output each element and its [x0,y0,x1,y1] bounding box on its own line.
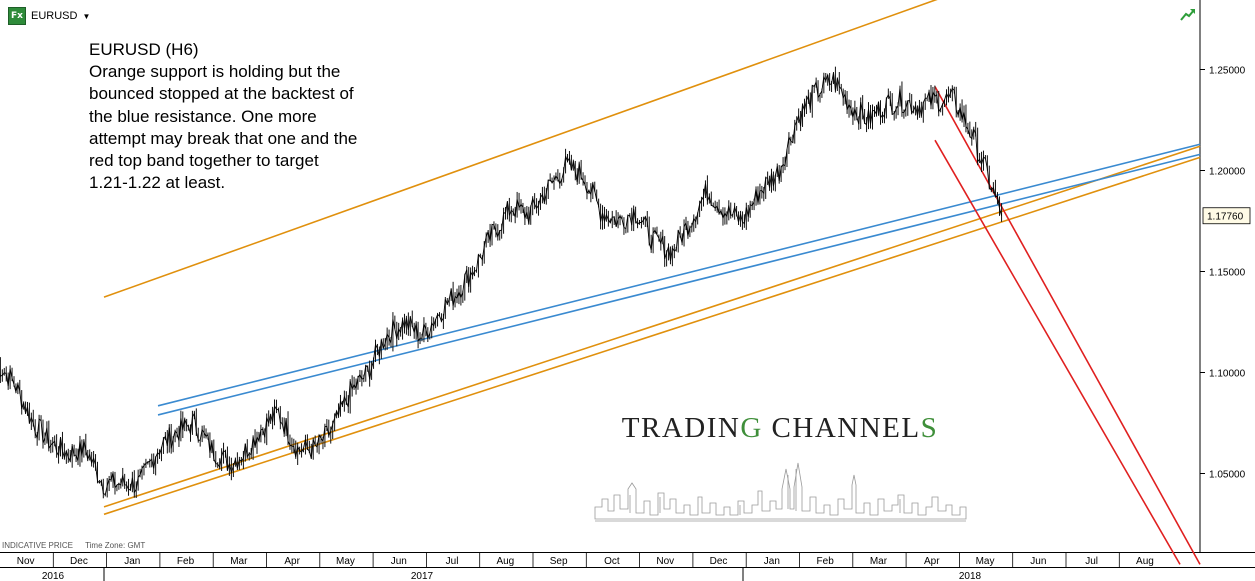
note-line: EURUSD (H6) [89,40,199,59]
symbol-label[interactable]: EURUSD [31,10,78,22]
trendline [934,86,1201,565]
y-tick-label: 1.15000 [1209,268,1246,279]
x-axis-band [0,552,1255,581]
skyline-image [594,462,967,522]
x-tick-label: Jul [446,556,459,567]
x-tick-label: Jul [1085,556,1098,567]
x-tick-label: Feb [177,556,195,567]
x-year-label: 2016 [42,571,65,581]
note-line: Orange support is holding but the [89,62,341,82]
x-tick-label: Jan [764,556,780,567]
trendline [157,143,1201,407]
x-tick-label: Mar [230,556,248,567]
x-tick-label: Dec [70,556,88,567]
chevron-down-icon[interactable]: ▼ [82,11,91,21]
x-tick-label: Aug [1136,556,1154,567]
x-tick-label: Jun [391,556,407,567]
x-tick-label: Sep [550,556,568,567]
y-tick-label: 1.20000 [1209,167,1246,178]
note-line: the blue resistance. One more [89,106,317,126]
trendline [103,156,1201,516]
note-line: bounced stopped at the backtest of [89,84,354,104]
x-tick-label: Aug [496,556,514,567]
chart-meta: INDICATIVE PRICE Time Zone: GMT [2,541,155,550]
x-tick-label: Apr [924,556,940,567]
symbol-header[interactable]: Fx EURUSD ▼ [8,7,90,25]
note-line: 1.21-1.22 at least. [89,173,226,193]
trendline [103,145,1201,508]
fx-icon: Fx [8,7,26,25]
timezone-label: Time Zone: GMT [85,541,146,550]
x-tick-label: Jun [1030,556,1046,567]
x-tick-label: May [976,556,995,567]
x-year-label: 2017 [411,571,434,581]
x-tick-label: Nov [17,556,35,567]
x-tick-label: Feb [817,556,835,567]
current-price-box [1202,207,1251,225]
y-tick-label: 1.05000 [1209,470,1246,481]
y-tick-label: 1.10000 [1209,369,1246,380]
note-line: red top band together to target [89,151,319,171]
trendline [934,139,1181,565]
x-year-label: 2018 [959,571,982,581]
trendline [103,0,938,298]
note-line: attempt may break that one and the [89,128,358,148]
analysis-note: EURUSD (H6) Orange support is holding bu… [89,39,429,194]
x-tick-label: Mar [870,556,888,567]
x-tick-label: Apr [284,556,300,567]
sparkline-icon[interactable] [1180,8,1196,27]
x-tick-label: Nov [656,556,674,567]
brand-logo: TRADING CHANNELS [590,412,970,529]
price-line [0,72,1003,496]
x-tick-label: Jan [124,556,140,567]
x-tick-label: Oct [604,556,620,567]
trendline [157,153,1201,416]
indicative-price-label: INDICATIVE PRICE [2,541,73,550]
brand-wordmark: TRADING CHANNELS [621,412,939,444]
x-tick-label: Dec [710,556,728,567]
x-tick-label: May [336,556,355,567]
y-tick-label: 1.25000 [1209,66,1246,77]
current-price-label: 1.17760 [1207,212,1244,223]
